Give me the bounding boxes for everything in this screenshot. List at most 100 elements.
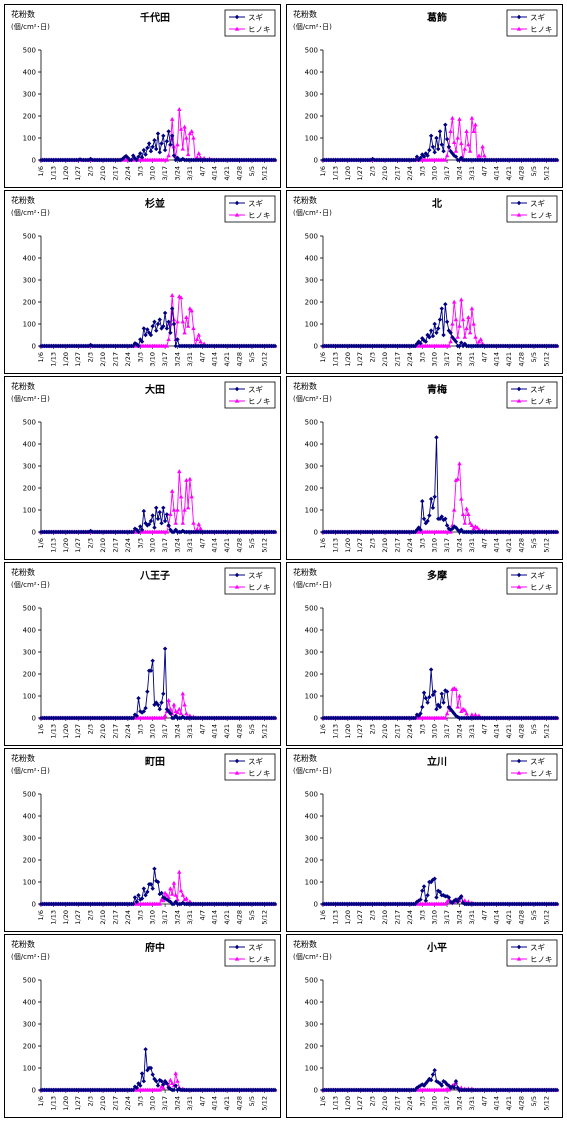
data-point-hinoki [198, 339, 203, 344]
x-tick-label: 4/28 [236, 1096, 244, 1111]
y-tick-label: 300 [23, 649, 36, 657]
y-tick-label: 500 [23, 791, 36, 799]
data-point-hinoki [443, 1087, 448, 1092]
y-tick-label: 0 [314, 529, 318, 537]
data-point-sugi [161, 324, 166, 329]
y-tick-label: 100 [305, 879, 318, 887]
data-point-sugi [159, 521, 164, 526]
data-point-hinoki [201, 341, 207, 346]
data-point-hinoki [476, 527, 482, 532]
y-tick-label: 300 [305, 1021, 318, 1029]
data-point-sugi [443, 688, 448, 693]
x-tick-label: 1/27 [356, 1096, 364, 1111]
x-tick-label: 1/20 [344, 538, 352, 553]
data-point-sugi [132, 895, 138, 900]
data-point-sugi [155, 1083, 161, 1088]
y-tick-label: 400 [23, 69, 36, 77]
x-tick-label: 3/10 [431, 538, 439, 553]
chart-title: 千代田 [140, 11, 170, 24]
data-point-hinoki [198, 526, 203, 531]
y-tick-label: 100 [23, 135, 36, 143]
data-point-hinoki [460, 512, 466, 516]
x-tick-label: 1/27 [356, 910, 364, 925]
data-point-hinoki [453, 477, 459, 482]
x-tick-label: 2/3 [369, 352, 377, 362]
x-tick-label: 1/6 [319, 538, 327, 548]
x-tick-label: 3/17 [443, 1096, 451, 1111]
x-tick-label: 5/5 [530, 910, 538, 920]
x-tick-label: 2/17 [393, 352, 401, 367]
data-point-hinoki [460, 317, 466, 322]
data-point-hinoki [473, 334, 478, 339]
legend-marker-hinoki [516, 956, 522, 961]
data-point-hinoki [180, 319, 186, 324]
x-tick-label: 4/14 [211, 1096, 219, 1111]
legend-label-sugi: スギ [530, 757, 545, 766]
chart-panel: 花粉数 (個/cm²･日) 杉並 スギ ヒノキ 0 100 200 300 400 500 1/6 1/… [4, 190, 281, 374]
x-tick-label: 1/27 [74, 538, 82, 553]
data-point-hinoki [469, 523, 475, 527]
data-point-sugi [457, 157, 462, 163]
data-point-sugi [134, 157, 139, 163]
data-point-sugi [370, 156, 375, 162]
y-tick-label: 100 [305, 321, 318, 329]
data-point-sugi [446, 144, 452, 149]
data-point-hinoki [182, 897, 187, 902]
data-point-sugi [159, 141, 164, 146]
y-tick-label: 100 [305, 693, 318, 701]
data-point-sugi [88, 342, 93, 348]
data-point-hinoki [168, 1077, 173, 1082]
x-tick-label: 3/24 [174, 166, 182, 181]
legend-marker-sugi [516, 944, 522, 950]
data-point-sugi [428, 1077, 434, 1083]
y-tick-label: 500 [305, 233, 318, 241]
data-point-sugi [155, 131, 161, 136]
data-point-hinoki [453, 148, 459, 153]
x-tick-label: 2/10 [99, 538, 107, 553]
x-tick-label: 4/7 [480, 910, 488, 920]
data-point-hinoki [446, 343, 452, 348]
data-point-hinoki [157, 1087, 162, 1092]
x-tick-label: 5/5 [530, 352, 538, 362]
x-tick-label: 4/21 [505, 724, 513, 739]
x-tick-label: 2/24 [124, 910, 132, 925]
chart-title: 大田 [145, 383, 165, 396]
x-tick-label: 3/31 [468, 910, 476, 925]
legend-marker-hinoki [516, 584, 522, 589]
x-tick-label: 2/3 [87, 910, 95, 920]
data-point-hinoki [471, 129, 476, 133]
x-tick-label: 3/3 [136, 724, 144, 734]
x-tick-label: 1/6 [319, 1096, 327, 1106]
y-tick-label: 200 [23, 299, 36, 307]
data-point-hinoki [175, 1078, 180, 1083]
y-tick-label: 400 [23, 627, 36, 635]
data-point-sugi [171, 1087, 177, 1093]
x-tick-label: 2/3 [369, 538, 377, 548]
data-point-hinoki [175, 710, 180, 715]
data-point-hinoki [168, 512, 173, 516]
data-point-sugi [457, 343, 462, 349]
x-tick-label: 3/17 [161, 910, 169, 925]
y-tick-label: 100 [23, 693, 36, 701]
x-tick-label: 4/7 [198, 910, 206, 920]
data-point-sugi [152, 525, 157, 530]
y-tick-label: 0 [32, 343, 36, 351]
x-tick-label: 4/7 [198, 538, 206, 548]
data-point-sugi [148, 332, 154, 338]
x-tick-label: 3/10 [149, 1096, 157, 1111]
x-tick-label: 4/14 [211, 166, 219, 181]
data-point-hinoki [198, 155, 203, 160]
y-axis-unit: (個/cm²･日) [11, 208, 50, 217]
data-point-hinoki [473, 712, 478, 717]
data-point-hinoki [164, 892, 170, 897]
x-tick-label: 1/6 [37, 1096, 45, 1106]
legend-marker-hinoki [234, 398, 240, 403]
data-point-hinoki [451, 299, 457, 304]
data-point-hinoki [180, 892, 186, 897]
data-point-hinoki [189, 129, 194, 133]
legend-label-hinoki: ヒノキ [530, 583, 553, 592]
data-point-sugi [427, 513, 432, 518]
